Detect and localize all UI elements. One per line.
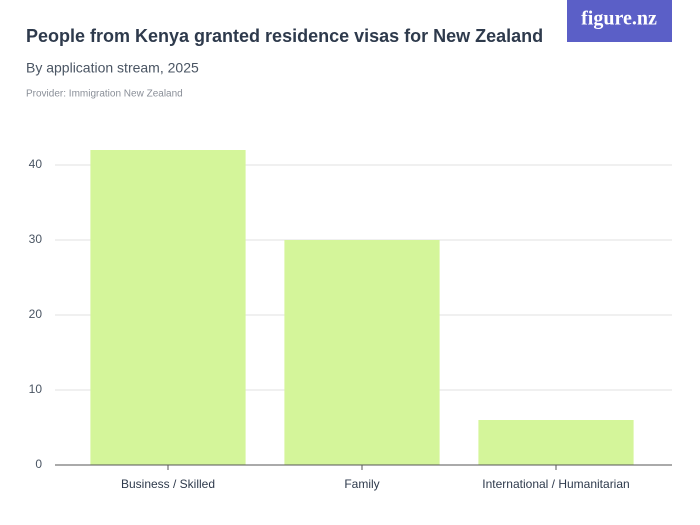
bar — [478, 420, 634, 465]
chart-title: People from Kenya granted residence visa… — [26, 26, 543, 46]
chart-subtitle: By application stream, 2025 — [26, 60, 199, 76]
logo-box — [567, 0, 672, 42]
logo: figure.nz — [581, 8, 657, 30]
y-tick-label: 40 — [29, 157, 43, 171]
y-tick-label: 20 — [29, 307, 43, 321]
provider: Provider: Immigration New Zealand — [26, 89, 183, 100]
bar — [90, 150, 246, 465]
y-tick-label: 30 — [29, 232, 43, 246]
bar — [284, 240, 440, 465]
y-tick-label: 0 — [35, 457, 42, 471]
x-tick-label: International / Humanitarian — [482, 477, 629, 491]
y-tick-label: 10 — [29, 382, 43, 396]
x-tick-label: Business / Skilled — [121, 477, 215, 491]
x-tick-label: Family — [344, 477, 379, 491]
